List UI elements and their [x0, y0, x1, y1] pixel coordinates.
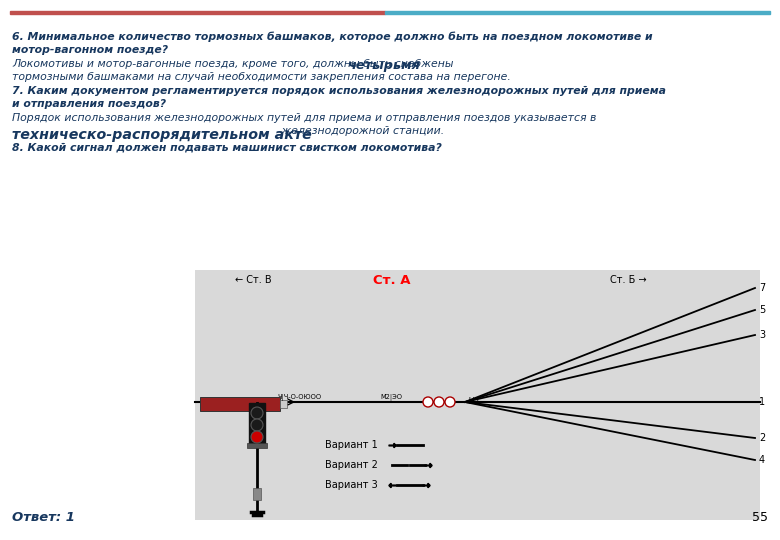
- Text: Порядок использования железнодорожных путей для приема и отправления поездов ука: Порядок использования железнодорожных пу…: [12, 113, 597, 123]
- Bar: [10, 10, 385, 14]
- Text: 7. Каким документом регламентируется порядок использования железнодорожных путей: 7. Каким документом регламентируется пор…: [12, 86, 666, 96]
- Text: Ч|Ч-О-ОЮОО: Ч|Ч-О-ОЮОО: [277, 394, 321, 401]
- Text: Локомотивы и мотор-вагонные поезда, кроме того, должны быть снабжены: Локомотивы и мотор-вагонные поезда, кром…: [12, 59, 457, 69]
- Text: четырьмя: четырьмя: [348, 59, 421, 72]
- Bar: [253, 488, 261, 500]
- Text: 7: 7: [759, 283, 765, 293]
- Bar: [249, 403, 265, 445]
- Circle shape: [445, 397, 455, 407]
- Circle shape: [434, 397, 444, 407]
- Text: 6. Минимальное количество тормозных башмаков, которое должно быть на поездном ло: 6. Минимальное количество тормозных башм…: [12, 32, 653, 43]
- Text: 4: 4: [759, 455, 765, 465]
- Text: Вариант 3: Вариант 3: [325, 480, 378, 490]
- Text: Ст. Б →: Ст. Б →: [610, 275, 647, 285]
- Text: техническо-распорядительном акте: техническо-распорядительном акте: [12, 128, 312, 142]
- Text: Ст. А: Ст. А: [373, 274, 410, 287]
- Text: 2: 2: [759, 433, 765, 443]
- Text: железнодорожной станции.: железнодорожной станции.: [278, 126, 445, 136]
- Text: ← Ст. В: ← Ст. В: [235, 275, 271, 285]
- Text: 1: 1: [759, 397, 765, 407]
- Text: мотор-вагонном поезде?: мотор-вагонном поезде?: [12, 45, 168, 55]
- Text: 5: 5: [759, 305, 765, 315]
- Bar: [385, 10, 770, 14]
- Bar: [280, 400, 287, 408]
- Circle shape: [423, 397, 433, 407]
- Text: 8. Какой сигнал должен подавать машинист свистком локомотива?: 8. Какой сигнал должен подавать машинист…: [12, 143, 441, 153]
- Bar: [195, 270, 760, 520]
- Bar: [247, 443, 267, 448]
- Text: Вариант 1: Вариант 1: [325, 440, 378, 450]
- Text: 3: 3: [759, 330, 765, 340]
- Text: и отправления поездов?: и отправления поездов?: [12, 99, 166, 109]
- Text: Ответ: 1: Ответ: 1: [12, 511, 75, 524]
- Circle shape: [251, 407, 263, 419]
- Bar: [200, 397, 280, 411]
- Text: М2|ЭО: М2|ЭО: [380, 394, 402, 401]
- Circle shape: [251, 431, 263, 443]
- Circle shape: [251, 419, 263, 431]
- Text: Вариант 2: Вариант 2: [325, 460, 378, 470]
- Text: - Н1: - Н1: [463, 397, 480, 407]
- Text: 55: 55: [752, 511, 768, 524]
- Text: тормозными башмаками на случай необходимости закрепления состава на перегоне.: тормозными башмаками на случай необходим…: [12, 72, 511, 82]
